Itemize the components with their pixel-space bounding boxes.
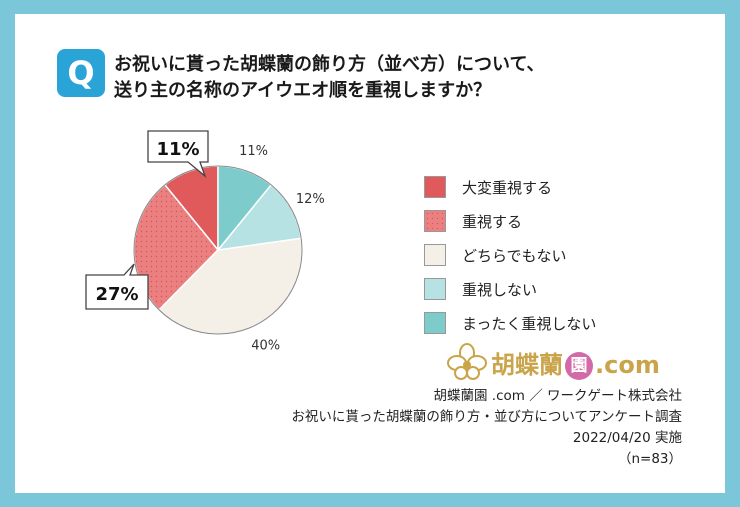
source-line-1: 胡蝶蘭園 .com ／ ワークゲート株式会社 [433, 388, 683, 404]
pie-value-label: 11% [239, 144, 268, 159]
legend-item: 重視しない [424, 272, 596, 306]
source-note: 胡蝶蘭園 .com ／ ワークゲート株式会社 お祝いに貰った胡蝶蘭の飾り方・並び… [291, 386, 682, 470]
legend-label: まったく重視しない [462, 314, 597, 333]
pie-value-label: 12% [296, 192, 325, 207]
legend-swatch [424, 210, 446, 232]
source-line-3: 2022/04/20 実施 [572, 430, 682, 446]
question-line-2: 送り主の名称のアイウエオ順を重視しますか？ [114, 80, 492, 101]
legend-swatch [424, 244, 446, 266]
legend-swatch [424, 312, 446, 334]
legend-label: 大変重視する [462, 178, 553, 197]
callout-11: 11% [147, 130, 209, 178]
question-line-1: お祝いに貰った胡蝶蘭の飾り方（並べ方）について、 [114, 54, 545, 75]
legend-label: 重視する [462, 212, 523, 231]
brand-name: 胡蝶蘭園 .com [491, 345, 660, 380]
orchid-icon [447, 343, 487, 380]
legend-item: まったく重視しない [424, 306, 596, 340]
brand-logo: 胡蝶蘭園 .com [447, 341, 660, 383]
brand-name-circle: 園 [565, 351, 593, 380]
pie-value-label: 40% [251, 339, 280, 354]
pie-outline [133, 165, 303, 335]
legend-swatch [424, 176, 446, 198]
legend: 大変重視する 重視する どちらでもない 重視しない まったく重視しない [424, 170, 596, 340]
source-line-4: （n=83） [617, 451, 682, 467]
callout-27: 27% [85, 263, 149, 310]
question-text: お祝いに貰った胡蝶蘭の飾り方（並べ方）について、 送り主の名称のアイウエオ順を重… [114, 52, 674, 104]
legend-label: どちらでもない [462, 246, 567, 265]
legend-swatch [424, 278, 446, 300]
legend-label: 重視しない [462, 280, 538, 299]
legend-item: 重視する [424, 204, 596, 238]
callout-label-important: 27% [95, 284, 138, 305]
question-badge: Q [57, 49, 105, 97]
brand-name-post: .com [595, 350, 660, 379]
callout-label-very-important: 11% [156, 139, 199, 160]
brand-name-pre: 胡蝶蘭 [491, 350, 563, 379]
legend-item: どちらでもない [424, 238, 596, 272]
source-line-2: お祝いに貰った胡蝶蘭の飾り方・並び方についてアンケート調査 [291, 409, 682, 425]
legend-item: 大変重視する [424, 170, 596, 204]
